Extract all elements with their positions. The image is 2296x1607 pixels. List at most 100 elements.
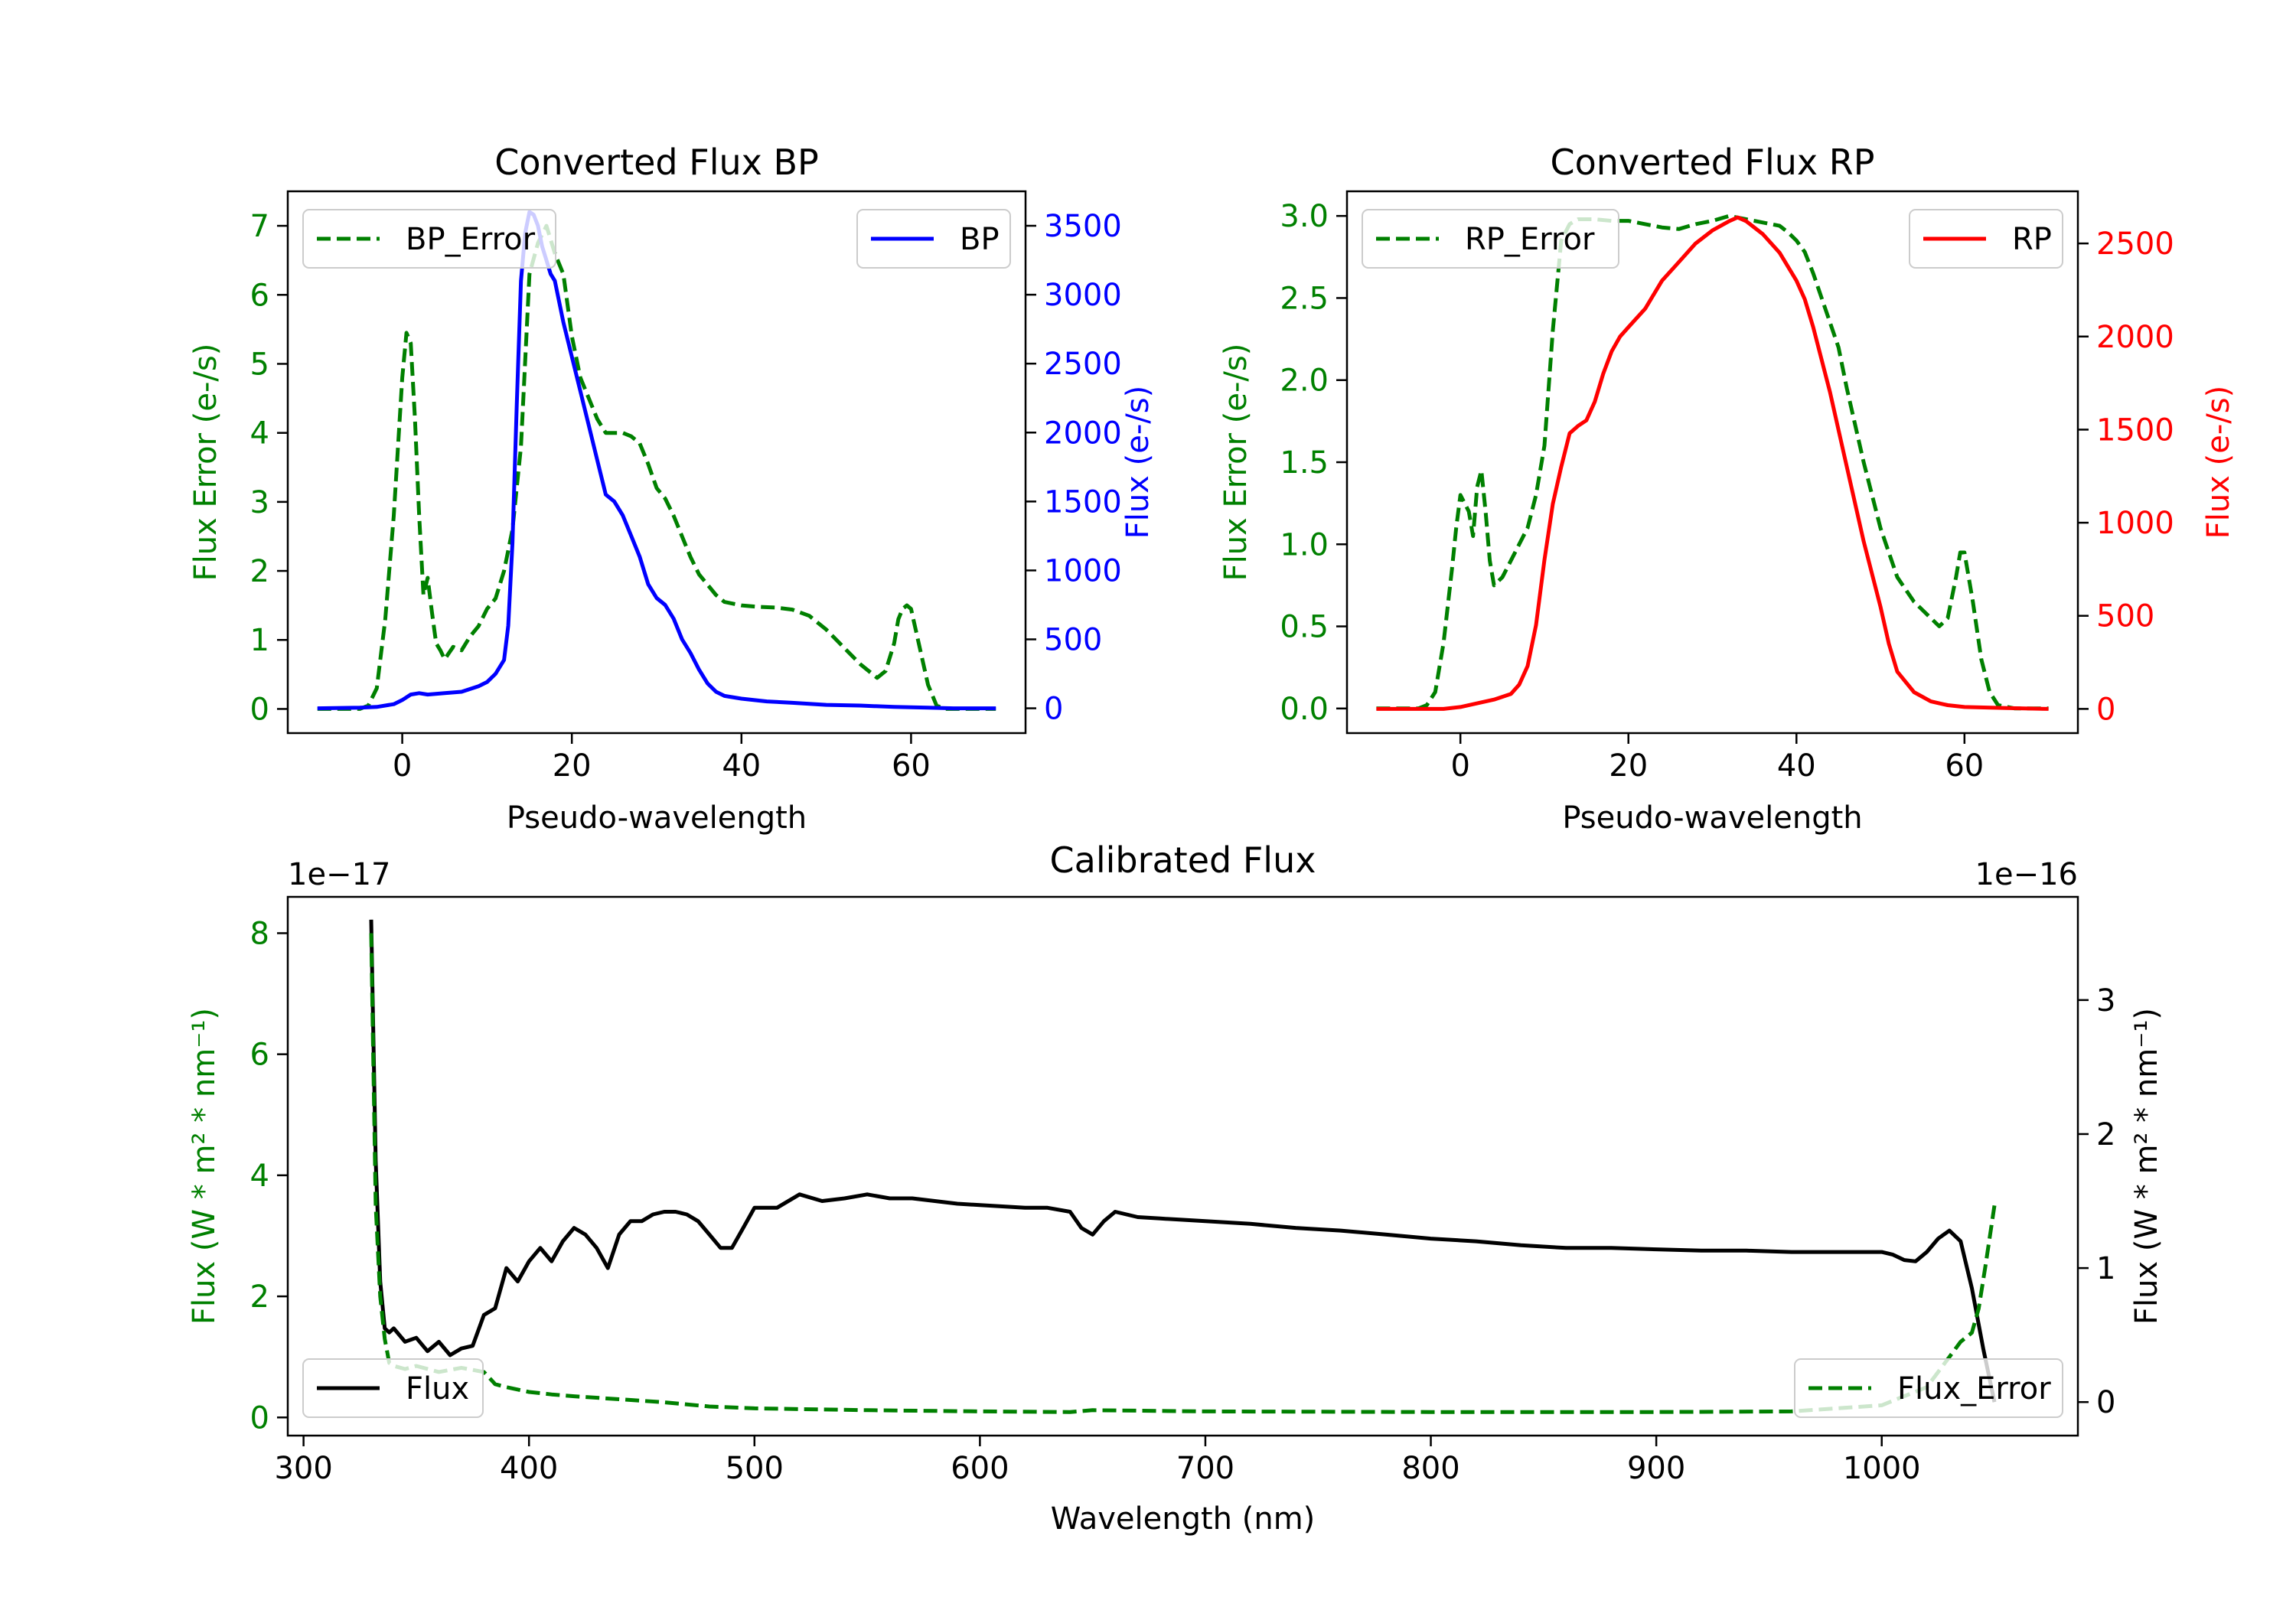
- right-axis-label: Flux (W * m² * nm⁻¹): [2129, 1008, 2164, 1325]
- left-tick-label: 0.5: [1280, 610, 1329, 645]
- x-tick-label: 0: [1450, 748, 1469, 784]
- left-tick-label: 0: [250, 692, 269, 727]
- right-tick-label: 3500: [1044, 209, 1122, 244]
- x-tick-label: 700: [1176, 1451, 1234, 1486]
- x-tick-label: 20: [1609, 748, 1648, 784]
- bp-axes-frame: [286, 190, 1027, 735]
- left-tick-label: 2: [250, 554, 269, 589]
- right-tick-label: 2: [2096, 1117, 2115, 1152]
- left-offset-label: 1e−17: [288, 857, 390, 892]
- cal-lines: [369, 919, 1997, 1414]
- left-tick-label: 6: [250, 278, 269, 313]
- series-line-bp-error: [317, 223, 996, 711]
- x-tick-label: 600: [951, 1451, 1009, 1486]
- x-axis-label: Wavelength (nm): [1051, 1501, 1316, 1537]
- right-tick-label: 0: [2096, 692, 2115, 727]
- x-axis-label: Pseudo-wavelength: [507, 800, 807, 836]
- right-tick-label: 1500: [1044, 484, 1122, 520]
- right-tick-label: 2500: [2096, 227, 2174, 262]
- x-axis-label: Pseudo-wavelength: [1562, 800, 1862, 836]
- rp-chart: 0 20 40 60 0.0 0.5 1.0 1.5 2.0 2.5 3.0 0 500 1000 1500…: [1218, 142, 2236, 836]
- left-tick-label: 6: [250, 1038, 269, 1073]
- legend-flux-error: Flux_Error: [1794, 1358, 2063, 1418]
- left-tick-label: 4: [250, 1159, 269, 1194]
- x-tick-label: 300: [274, 1451, 332, 1486]
- cal-axes-frame: [286, 895, 2079, 1437]
- x-tick-label: 20: [553, 748, 592, 784]
- left-tick-label: 7: [250, 209, 269, 244]
- right-tick-label: 1500: [2096, 412, 2174, 448]
- legend-box: [302, 1358, 484, 1418]
- right-tick-label: 0: [2096, 1385, 2115, 1420]
- rp-lines: [1376, 214, 2049, 711]
- x-tick-label: 800: [1401, 1451, 1459, 1486]
- legend-box: [1794, 1358, 2063, 1418]
- legend-bp-error: BP_Error: [302, 209, 556, 269]
- legend-label: Flux_Error: [1897, 1371, 2051, 1407]
- x-tick-label: 1000: [1843, 1451, 1921, 1486]
- right-tick-label: 0: [1044, 692, 1063, 727]
- left-tick-label: 4: [250, 416, 269, 451]
- right-tick-label: 1000: [2096, 506, 2174, 541]
- left-tick-label: 2: [250, 1279, 269, 1315]
- left-tick-label: 2.0: [1280, 363, 1329, 399]
- legend-label: RP_Error: [1465, 222, 1595, 257]
- left-tick-label: 5: [250, 347, 269, 382]
- series-line-flux: [369, 919, 1997, 1403]
- bp-chart: 0 20 40 60 0 1 2 3 4 5 6 7 0 500 1000 1500 2000 2500 3000 3…: [188, 142, 1156, 836]
- chart-title: Calibrated Flux: [1050, 839, 1316, 881]
- legend-box: [1362, 209, 1619, 269]
- legend-box: [302, 209, 556, 269]
- right-tick-label: 2000: [2096, 320, 2174, 355]
- chart-title: Converted Flux BP: [494, 142, 819, 183]
- right-axis-label: Flux (e-/s): [2201, 386, 2236, 539]
- left-tick-label: 0.0: [1280, 692, 1329, 727]
- right-axis-label: Flux (e-/s): [1120, 386, 1156, 539]
- x-tick-label: 900: [1627, 1451, 1685, 1486]
- left-tick-label: 0: [250, 1400, 269, 1436]
- left-tick-label: 2.5: [1280, 281, 1329, 316]
- series-line-rp-error: [1376, 214, 2049, 711]
- right-tick-label: 1000: [1044, 553, 1122, 588]
- left-tick-label: 1.5: [1280, 445, 1329, 481]
- legend-label: RP: [2012, 222, 2052, 257]
- right-tick-label: 500: [1044, 622, 1102, 657]
- x-tick-label: 40: [1777, 748, 1816, 784]
- legend-label: BP: [960, 222, 1000, 257]
- bp-lines: [317, 210, 996, 711]
- x-tick-label: 0: [393, 748, 412, 784]
- left-axis-label: Flux Error (e-/s): [188, 344, 223, 582]
- right-tick-label: 2500: [1044, 347, 1122, 382]
- left-tick-label: 1.0: [1280, 527, 1329, 562]
- series-line-flux-error: [369, 933, 1997, 1414]
- right-offset-label: 1e−16: [1975, 857, 2078, 892]
- legend-label: BP_Error: [406, 222, 536, 257]
- legend-label: Flux: [406, 1371, 469, 1407]
- legend-rp-error: RP_Error: [1362, 209, 1619, 269]
- right-tick-label: 3: [2096, 983, 2115, 1019]
- x-tick-label: 500: [726, 1451, 784, 1486]
- left-tick-label: 8: [250, 916, 269, 951]
- right-tick-label: 3000: [1044, 278, 1122, 313]
- x-tick-label: 400: [500, 1451, 558, 1486]
- chart-title: Converted Flux RP: [1551, 142, 1875, 183]
- legend-bp: BP: [856, 209, 1011, 269]
- series-line-bp: [317, 210, 996, 711]
- x-tick-label: 60: [892, 748, 931, 784]
- rp-axes-frame: [1345, 190, 2079, 735]
- left-tick-label: 3: [250, 485, 269, 520]
- left-axis-label: Flux Error (e-/s): [1218, 344, 1254, 582]
- cal-chart: 300 400 500 600 700 800 900 1000 0 2 4 6 8 0 1 2 3 1e−17 1…: [187, 839, 2164, 1537]
- series-line-rp: [1376, 215, 2049, 711]
- x-tick-label: 60: [1945, 748, 1984, 784]
- right-tick-label: 500: [2096, 599, 2154, 634]
- legend-rp: RP: [1909, 209, 2063, 269]
- x-tick-label: 40: [722, 748, 761, 784]
- right-tick-label: 1: [2096, 1251, 2115, 1286]
- legend-flux: Flux: [302, 1358, 484, 1418]
- left-tick-label: 1: [250, 623, 269, 658]
- left-axis-label: Flux (W * m² * nm⁻¹): [187, 1008, 222, 1325]
- right-tick-label: 2000: [1044, 416, 1122, 451]
- left-tick-label: 3.0: [1280, 199, 1329, 234]
